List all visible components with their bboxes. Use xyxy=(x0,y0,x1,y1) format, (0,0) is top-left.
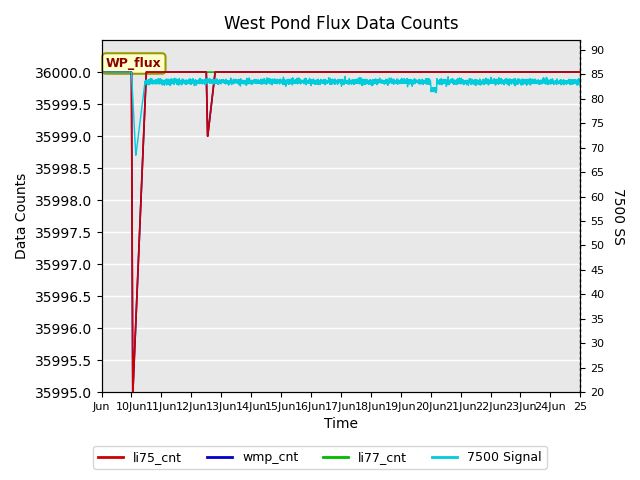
Title: West Pond Flux Data Counts: West Pond Flux Data Counts xyxy=(223,15,458,33)
Text: WP_flux: WP_flux xyxy=(106,57,162,70)
X-axis label: Time: Time xyxy=(324,418,358,432)
Y-axis label: Data Counts: Data Counts xyxy=(15,173,29,259)
Y-axis label: 7500 SS: 7500 SS xyxy=(611,188,625,244)
Legend: li75_cnt, wmp_cnt, li77_cnt, 7500 Signal: li75_cnt, wmp_cnt, li77_cnt, 7500 Signal xyxy=(93,446,547,469)
